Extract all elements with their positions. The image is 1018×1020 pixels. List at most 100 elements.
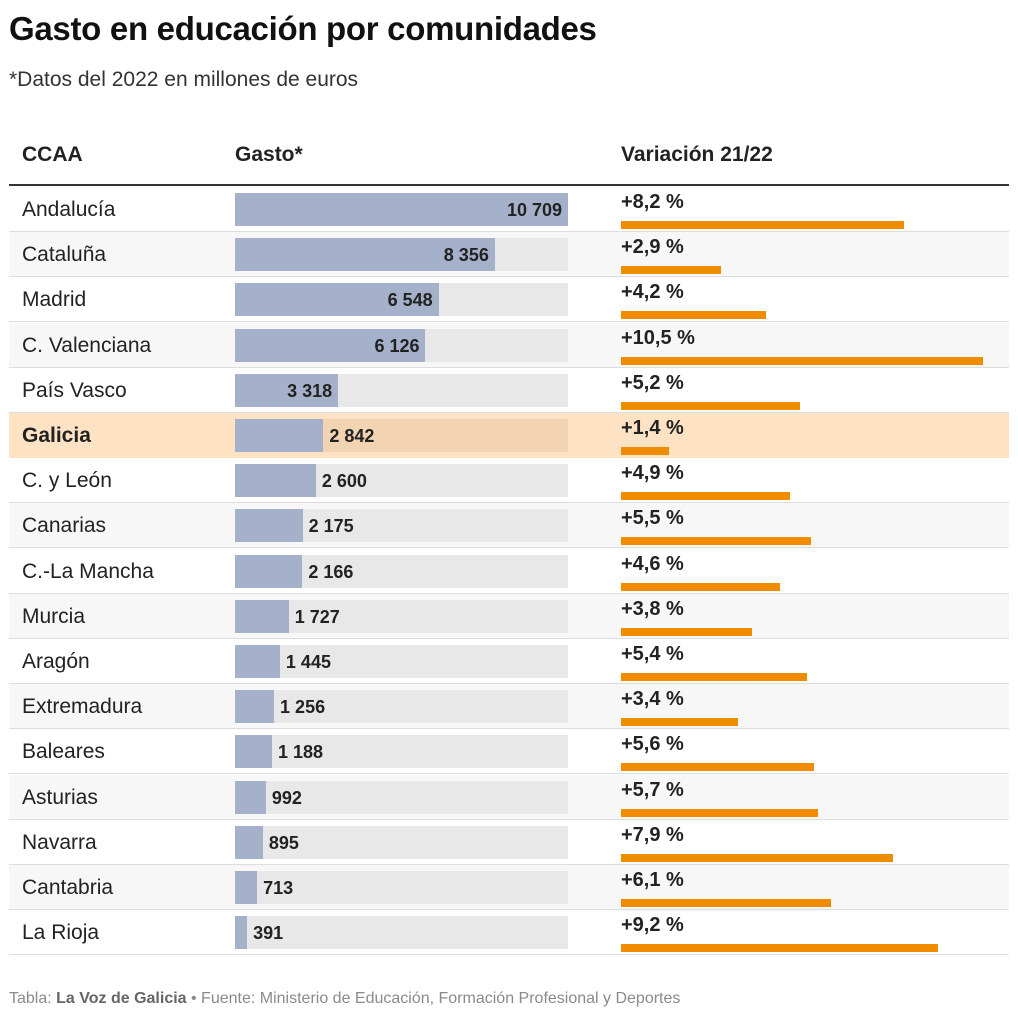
variacion-value-label: +4,9 % [621,462,684,485]
gasto-bar-track: 992 [235,780,568,814]
gasto-bar [235,871,258,904]
gasto-bar-track: 895 [235,825,568,859]
variacion-bar [621,944,939,953]
row-divider [9,411,1009,413]
table-row: Murcia 1 727 +3,8 % [9,593,1009,639]
gasto-bar-track: 6 548 [235,283,568,317]
gasto-value-label: 2 175 [308,516,354,537]
gasto-bar [235,193,568,226]
row-ccaa-label: Canarias [22,514,107,538]
variacion-bar [621,266,721,275]
row-ccaa-label: Extremadura [22,695,143,719]
gasto-value-label: 8 356 [443,245,489,266]
variacion-value-label: +4,2 % [621,281,684,304]
table-row: País Vasco 3 318 +5,2 % [9,368,1009,413]
chart-title: Gasto en educación por comunidades [9,10,597,47]
variacion-bar [621,718,739,727]
variacion-bar [621,356,983,365]
variacion-value-label: +5,4 % [621,643,684,665]
gasto-bar [235,916,248,950]
gasto-value-label: 6 548 [387,290,433,311]
table-row: Canarias 2 175 +5,5 % [9,503,1009,549]
gasto-value-label: 1 188 [277,742,323,763]
variacion-value-label: +2,9 % [621,236,684,259]
variacion-bar [621,582,780,591]
footer-publisher: La Voz de Galicia [56,990,187,1007]
gasto-value-label: 2 166 [308,561,354,582]
variacion-bar [621,808,818,817]
gasto-bar [235,238,495,272]
variacion-value-label: +5,2 % [621,371,684,394]
row-divider [9,728,1009,730]
variacion-bar [621,447,670,455]
variacion-value-label: +5,7 % [621,778,684,801]
row-ccaa-label: Navarra [22,830,97,854]
gasto-bar-track: 6 126 [235,328,568,362]
gasto-value-label: 1 256 [280,697,326,718]
gasto-bar [235,825,263,859]
variacion-bar [621,311,766,320]
gasto-bar-track: 1 727 [235,599,568,633]
table-row: La Rioja 391 +9,2 % [9,910,1009,956]
table-row: Aragón 1 445 +5,4 % [9,639,1009,684]
row-divider [9,773,1009,775]
gasto-bar-track: 1 445 [235,645,568,678]
column-header-ccaa: CCAA [22,143,83,166]
chart-footer: Tabla: La Voz de Galicia • Fuente: Minis… [9,990,680,1008]
gasto-bar-track: 391 [235,916,568,950]
variacion-bar [621,899,832,907]
column-header-gasto: Gasto* [235,143,303,166]
gasto-value-label: 992 [271,787,302,808]
gasto-bar [235,690,275,724]
variacion-bar [621,221,904,229]
gasto-bar [235,599,289,633]
chart-subtitle: *Datos del 2022 en millones de euros [9,68,359,91]
variacion-value-label: +7,9 % [621,823,684,846]
gasto-bar-track: 3 318 [235,373,568,407]
table-row: Cataluña 8 356 +2,9 % [9,232,1009,278]
gasto-bar-track: 713 [235,871,568,904]
gasto-bar-track: 10 709 [235,193,568,226]
row-ccaa-label: Cataluña [22,243,107,267]
gasto-bar [235,780,266,814]
gasto-bar [235,464,316,498]
variacion-value-label: +5,6 % [621,733,684,756]
row-divider [9,366,1009,368]
row-ccaa-label: C.-La Mancha [22,559,154,583]
table-row: Extremadura 1 256 +3,4 % [9,684,1009,730]
row-ccaa-label: Baleares [22,740,105,764]
table-row: Navarra 895 +7,9 % [9,820,1009,865]
row-divider [9,276,1009,278]
gasto-value-label: 1 727 [294,606,340,627]
gasto-bar [235,735,272,769]
variacion-bar [621,401,801,410]
row-ccaa-label: Cantabria [22,876,114,899]
gasto-bar-track: 2 842 [235,419,568,452]
row-ccaa-label: Madrid [22,288,87,312]
row-ccaa-label: C. Valenciana [22,333,152,357]
gasto-bar [235,328,426,362]
gasto-bar [235,373,339,407]
variacion-bar [621,492,790,501]
table-row: Madrid 6 548 +4,2 % [9,277,1009,323]
variacion-value-label: +6,1 % [621,869,684,891]
footer-prefix: Tabla: [9,990,57,1007]
table-row: C. Valenciana 6 126 +10,5 % [9,322,1009,368]
header-divider [9,184,1009,186]
row-divider [9,863,1009,865]
row-ccaa-label: Andalucía [22,198,116,221]
gasto-value-label: 391 [253,923,284,944]
row-divider [9,637,1009,639]
row-ccaa-label: C. y León [22,469,112,493]
variacion-value-label: +4,6 % [621,552,684,575]
row-divider [9,818,1009,820]
gasto-bar-track: 2 600 [235,464,568,498]
gasto-bar [235,509,303,543]
footer-source: • Fuente: Ministerio de Educación, Forma… [186,990,681,1007]
variacion-value-label: +9,2 % [621,914,684,937]
variacion-bar [621,627,752,636]
gasto-value-label: 895 [268,832,299,853]
variacion-bar [621,673,808,681]
gasto-value-label: 2 600 [321,471,367,492]
column-header-variacion: Variación 21/22 [621,143,773,166]
